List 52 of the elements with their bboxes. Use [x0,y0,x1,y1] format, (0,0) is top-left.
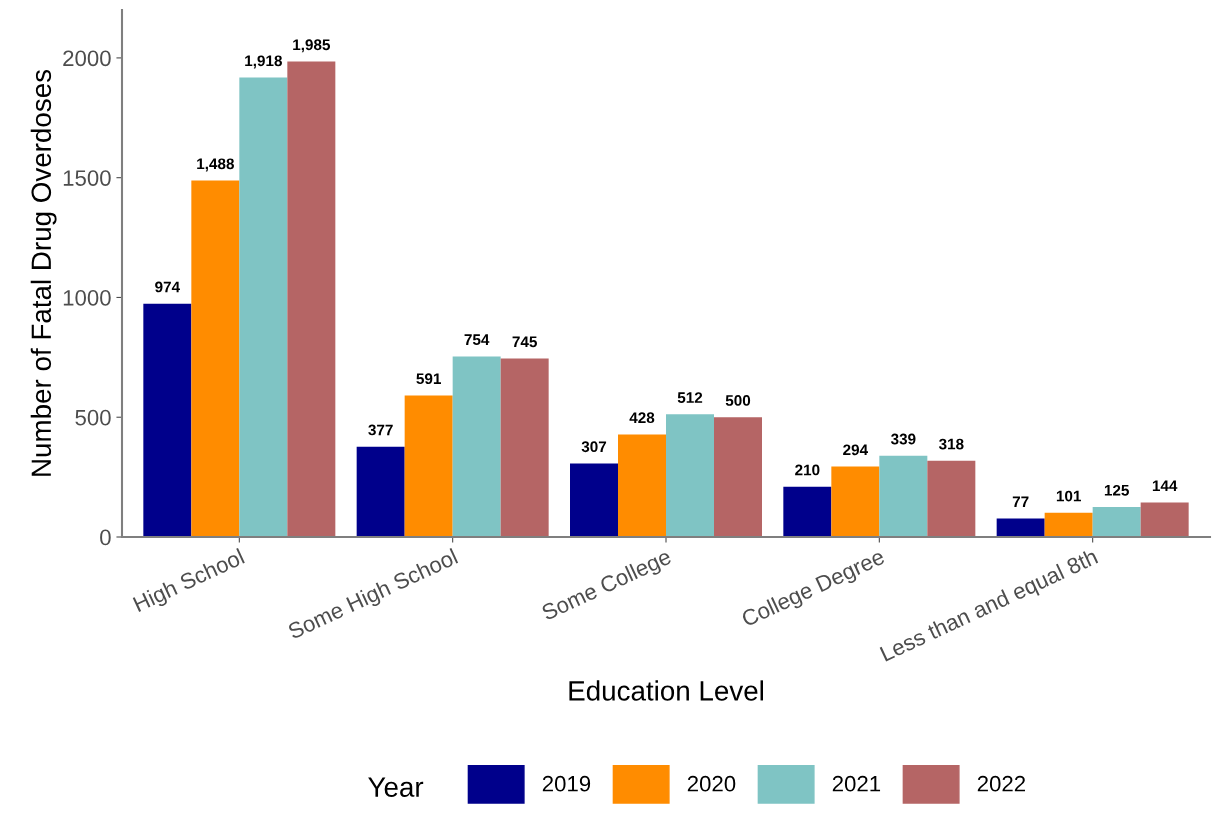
bar [927,460,976,537]
bar [996,518,1045,537]
x-axis-title: Education Level [569,680,763,701]
data-label: 125 [1104,484,1129,496]
data-label: 210 [795,464,820,476]
data-label: 307 [581,441,607,453]
legend-label: 2021 [832,775,881,792]
y-axis-title: Number of Fatal Drug Overdoses [30,69,57,476]
data-label: 339 [890,433,916,445]
y-tick-label: 0 [100,529,111,546]
data-label: 500 [725,395,751,406]
data-label: 318 [938,438,964,450]
bar [239,77,288,537]
data-label: 745 [512,336,537,348]
data-label: 77 [1012,496,1029,508]
data-label: 512 [677,392,703,403]
data-label: 101 [1056,490,1081,502]
bar [831,466,880,537]
bar [356,446,405,537]
data-label: 428 [629,412,655,424]
bar [1044,512,1093,537]
bar [191,180,240,537]
bar [714,417,762,537]
y-tick-label: 2000 [63,50,111,67]
data-label: 1,985 [293,39,331,53]
legend-label: 2019 [542,775,591,792]
data-label: 144 [1152,480,1178,491]
data-label: 1,488 [197,158,234,172]
bar [1092,507,1141,537]
legend-label: 2022 [977,775,1025,792]
bar [570,463,618,537]
legend-title: Year [368,777,424,797]
bar [783,486,832,537]
y-tick-label: 1500 [63,170,111,186]
y-tick-label: 1000 [63,289,111,306]
data-label: 974 [155,281,180,293]
data-label: 377 [368,424,393,436]
bar [452,356,501,537]
y-tick-label: 500 [75,409,111,426]
data-label: 591 [416,373,441,385]
bar [287,61,336,537]
bar [1140,502,1189,537]
bar [666,414,714,537]
bar [879,455,928,537]
data-label: 754 [464,334,490,346]
bar [500,358,549,537]
legend-label: 2020 [687,775,736,792]
bar [618,434,666,537]
bar [143,303,192,537]
data-label: 1,918 [245,55,282,69]
data-label: 294 [843,444,868,456]
bar [404,395,453,537]
